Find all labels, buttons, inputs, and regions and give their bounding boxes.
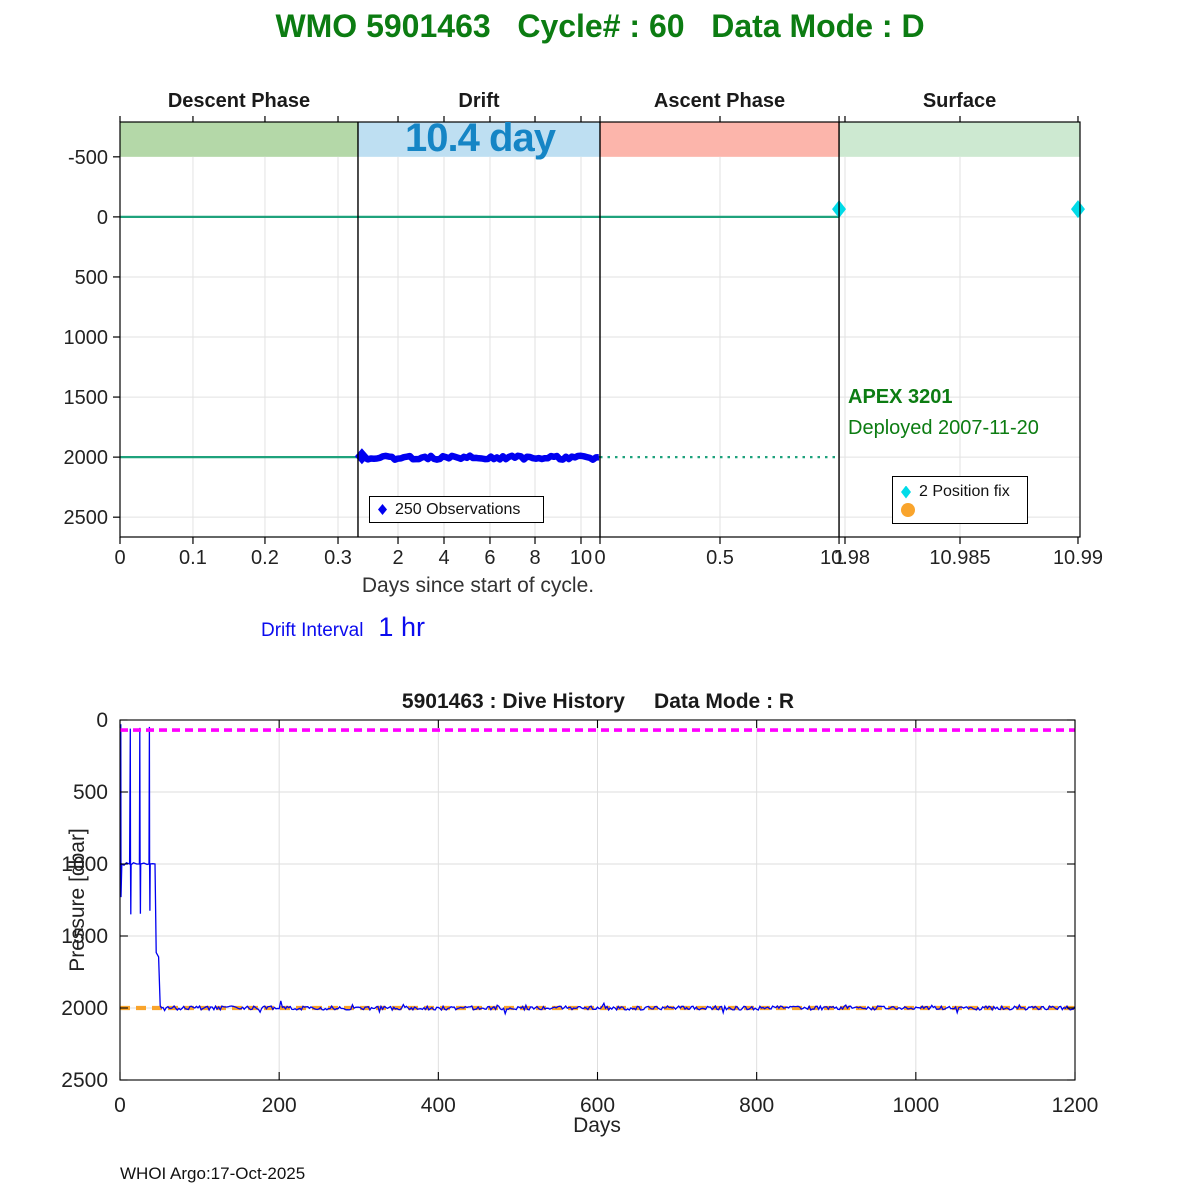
dive-history-plot: 0 200 400 600 800 1000 1200 0 500 1000 1500 2000 250… (61, 709, 1098, 1117)
x-tick-label: 10.985 (929, 547, 990, 569)
y-tick-label: 1000 (61, 853, 108, 876)
top-x-axis-label: Days since start of cycle. (361, 574, 595, 597)
x-tick-label: 200 (262, 1094, 297, 1117)
y-tick-label: 2000 (64, 447, 109, 469)
x-tick-label: 8 (529, 547, 540, 569)
x-tick-label: 10 (570, 547, 592, 569)
x-tick-label: 6 (484, 547, 495, 569)
cycle-phase-chart: 0 0.1 0.2 0.3 2 4 6 8 10 0 0.5 1 10.98 10.985 10.99 -50… (64, 116, 1103, 569)
x-tick-label: 1000 (892, 1094, 939, 1117)
y-tick-label: 1500 (61, 925, 108, 948)
position-fix-legend-row: 2 Position fix (893, 482, 1027, 502)
position-fix-legend-label: 2 Position fix (919, 483, 1010, 500)
x-tick-label: 0.5 (706, 547, 734, 569)
x-tick-label: 2 (392, 547, 403, 569)
x-tick-label: 10.98 (820, 547, 870, 569)
phase-label-drift: Drift (458, 90, 500, 112)
x-tick-label: 1200 (1052, 1094, 1099, 1117)
days-axis-label: Days (573, 1114, 621, 1137)
y-tick-label: 2500 (64, 507, 109, 529)
phase-band (600, 122, 840, 157)
cycle-phase-plot: 0 0.1 0.2 0.3 2 4 6 8 10 0 0.5 110.98 10.985 10.99-50… (64, 116, 1103, 569)
orange-circle-marker-icon (901, 503, 915, 517)
float-model-annotation: APEX 3201 (848, 386, 953, 408)
pressure-axis-label: Pressure [dbar] (66, 828, 89, 972)
blue-diamond-marker-icon (378, 504, 387, 515)
position-fix-legend: 2 Position fix (892, 476, 1028, 524)
x-tick-label: 0.3 (324, 547, 352, 569)
y-tick-label: 0 (96, 709, 108, 732)
dive-history-chart: 0 200 400 600 800 1000 1200 0 500 1000 1500 2000 250… (61, 709, 1098, 1117)
x-tick-label: 0 (114, 547, 125, 569)
phase-label-ascent-phase: Ascent Phase (653, 90, 786, 112)
x-tick-label: 10.99 (1053, 547, 1103, 569)
figure-title: WMO 5901463 Cycle# : 60 Data Mode : D (275, 8, 925, 44)
x-tick-label: 1 (833, 547, 844, 569)
x-tick-label: 800 (739, 1094, 774, 1117)
cyan-diamond-marker-icon (901, 485, 911, 499)
x-tick-label: 4 (438, 547, 449, 569)
observations-legend-label: 250 Observations (395, 500, 521, 518)
y-tick-label: 500 (75, 267, 108, 289)
drift-interval-value: 1 hr (378, 612, 425, 642)
phase-band (120, 122, 358, 157)
x-tick-label: 600 (580, 1094, 615, 1117)
park-marker-legend-row (893, 502, 1027, 518)
y-tick-label: 0 (97, 207, 108, 229)
y-tick-label: 2500 (61, 1069, 108, 1092)
dive-pressure-series (120, 724, 1076, 1016)
x-tick-label: 400 (421, 1094, 456, 1117)
y-tick-label: 500 (73, 781, 108, 804)
x-tick-label: 0.2 (251, 547, 279, 569)
drift-interval-label: Drift Interval (261, 620, 364, 641)
deployed-date-annotation: Deployed 2007-11-20 (848, 417, 1039, 439)
x-tick-label: 0 (594, 547, 605, 569)
phase-band (839, 122, 1080, 157)
y-tick-label: 1500 (64, 387, 109, 409)
phase-label-descent-phase: Descent Phase (167, 90, 311, 112)
footer-credit: WHOI Argo:17-Oct-2025 (120, 1164, 306, 1183)
drift-start-marker (354, 448, 369, 465)
y-tick-label: -500 (68, 147, 108, 169)
x-tick-label: 0 (114, 1094, 126, 1117)
x-tick-label: 0.1 (179, 547, 207, 569)
drift-interval: Drift Interval 1 hr (261, 612, 425, 643)
observations-legend-row: 250 Observations (370, 500, 543, 520)
position-fix-marker (1070, 200, 1085, 219)
observations-legend: 250 Observations (369, 496, 544, 523)
phase-label-surface: Surface (922, 90, 997, 112)
dive-history-title: 5901463 : Dive History Data Mode : R (401, 690, 795, 713)
y-tick-label: 2000 (61, 997, 108, 1020)
drift-duration-annotation: 10.4 day (405, 116, 556, 160)
drift-observations-series (361, 452, 600, 463)
phase-band (357, 122, 600, 157)
y-tick-label: 1000 (64, 327, 109, 349)
